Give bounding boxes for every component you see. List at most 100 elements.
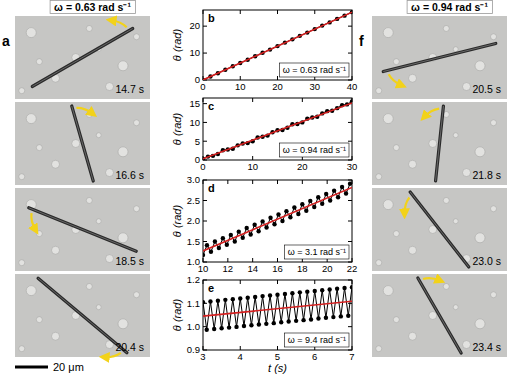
texture-spot — [376, 174, 382, 180]
y-tick — [203, 262, 207, 263]
texture-spot — [491, 120, 497, 126]
data-point — [280, 219, 284, 223]
image-panel-a: ω = 0.63 rad s⁻¹a14.7 s16.6 s18.5 s20.4 … — [2, 1, 150, 358]
rotation-arrow — [405, 197, 410, 213]
data-point — [241, 236, 245, 240]
data-area — [203, 285, 352, 332]
y-tick — [203, 221, 207, 222]
texture-spot — [376, 260, 382, 266]
x-tick — [277, 10, 278, 14]
data-area — [203, 10, 352, 80]
x-tick-label: 18 — [297, 263, 308, 274]
data-point — [256, 229, 260, 233]
rod-highlight — [29, 208, 137, 251]
y-axis-label: θ (rad) — [171, 299, 183, 332]
data-point — [223, 298, 227, 302]
texture-spot — [491, 34, 497, 40]
texture-spot — [96, 305, 101, 310]
x-tick-label: 30 — [347, 161, 358, 172]
x-tick — [277, 346, 278, 350]
data-point — [284, 209, 288, 213]
x-tick-label: 4 — [238, 351, 243, 362]
data-point — [253, 295, 257, 299]
texture-spot — [409, 74, 417, 82]
data-point — [219, 326, 223, 330]
x-tick-label: 6 — [312, 351, 317, 362]
texture-spot — [26, 114, 36, 124]
data-point — [312, 205, 316, 209]
texture-spot — [475, 147, 485, 157]
figure: ω = 0.63 rad s⁻¹a14.7 s16.6 s18.5 s20.4 … — [0, 0, 514, 376]
texture-spot — [26, 286, 36, 296]
data-point — [208, 299, 212, 303]
data-point — [272, 321, 276, 325]
y-tick — [348, 350, 352, 351]
data-point — [238, 296, 242, 300]
data-point — [212, 327, 216, 331]
texture-spot — [72, 140, 80, 148]
frame-time: 23.4 s — [472, 341, 501, 353]
x-tick — [352, 76, 353, 80]
y-axis-label: θ (rad) — [171, 29, 183, 62]
micrograph — [15, 16, 150, 99]
data-point — [283, 292, 287, 296]
panel-letter: a — [2, 33, 10, 49]
scale-bar — [15, 366, 48, 369]
x-tick — [277, 258, 278, 262]
x-tick — [352, 258, 353, 262]
x-tick — [252, 98, 253, 102]
x-tick — [277, 180, 278, 184]
texture-spot — [134, 292, 140, 298]
data-point — [257, 322, 261, 326]
panel-letter: c — [208, 100, 214, 112]
rod — [410, 192, 469, 267]
texture-spot — [409, 160, 417, 168]
data-point — [231, 297, 235, 301]
texture-spot — [86, 283, 92, 289]
texture-spot — [106, 83, 114, 91]
texture-spot — [383, 286, 393, 296]
texture-spot — [443, 25, 449, 31]
data-point — [309, 317, 313, 321]
x-tick — [240, 76, 241, 80]
texture-spot — [134, 206, 140, 212]
fit-line — [203, 301, 352, 316]
x-tick-label: 14 — [247, 263, 258, 274]
texture-spot — [134, 34, 140, 40]
image-panel-f: ω = 0.94 rad s⁻¹f20.5 s21.8 s23.0 s23.4 … — [359, 1, 507, 358]
texture-spot — [86, 25, 92, 31]
fit-line — [203, 187, 352, 251]
x-tick-label: 7 — [349, 351, 354, 362]
texture-spot — [383, 114, 393, 124]
texture-spot — [52, 246, 60, 254]
data-point — [203, 253, 205, 257]
x-tick — [352, 346, 353, 350]
data-point — [348, 181, 352, 185]
y-tick — [348, 200, 352, 201]
micrograph — [15, 102, 150, 185]
data-point — [237, 229, 241, 233]
data-point — [275, 293, 279, 297]
y-tick-label: 1.0 — [187, 321, 200, 332]
data-point — [252, 222, 256, 226]
rod-highlight — [72, 106, 94, 181]
y-tick — [203, 241, 207, 242]
data-point — [245, 226, 249, 230]
panel-letter: d — [208, 182, 215, 194]
x-tick — [277, 76, 278, 80]
panel-letter: f — [359, 33, 364, 49]
y-tick — [203, 200, 207, 201]
data-point — [296, 212, 300, 216]
texture-spot — [453, 133, 458, 138]
rotation-arrow — [424, 109, 439, 117]
omega-box — [285, 245, 349, 259]
data-point — [203, 300, 205, 304]
data-line — [203, 101, 352, 158]
y-tick — [348, 26, 352, 27]
panel-letter: e — [208, 282, 214, 294]
data-point — [264, 225, 268, 229]
y-tick — [203, 280, 207, 281]
x-tick-label: 0 — [200, 161, 205, 172]
micrograph — [372, 102, 507, 185]
x-tick — [252, 156, 253, 160]
